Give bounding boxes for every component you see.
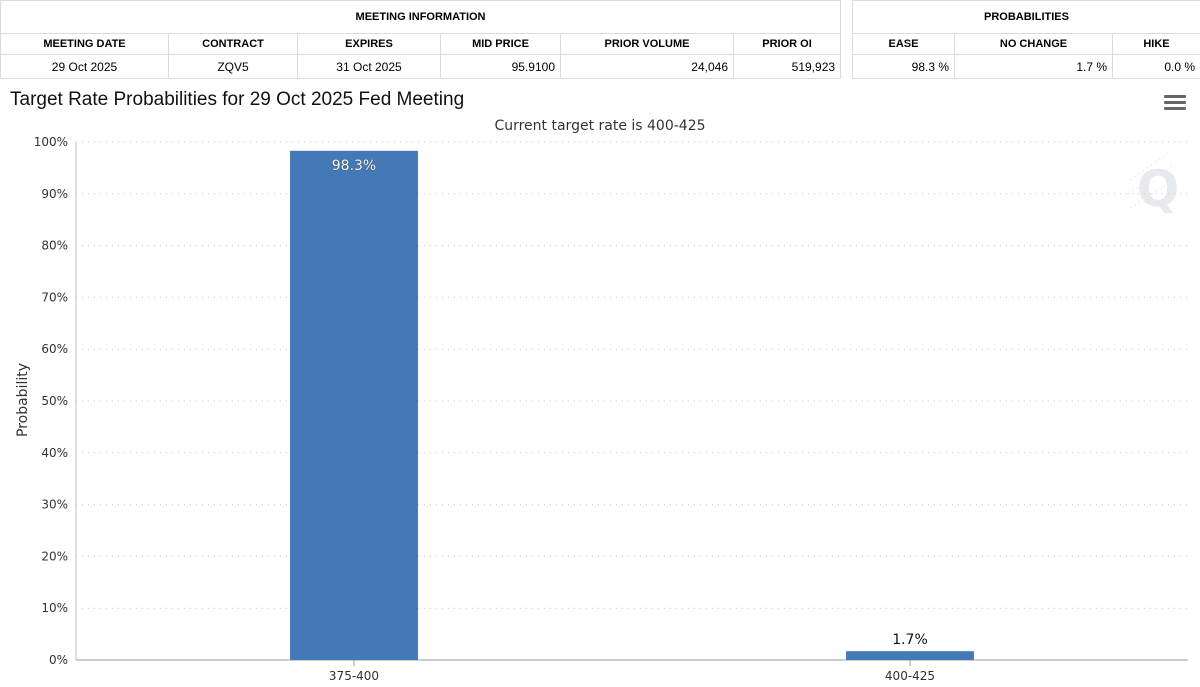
bar-375-400: [290, 150, 418, 660]
y-tick-label: 60%: [41, 342, 68, 356]
expires-column-header: EXPIRES: [297, 33, 441, 55]
menu-line: [1164, 95, 1186, 98]
target-rate-probability-chart: Current target rate is 400-425 Q 0% 10% 20…: [15, 118, 1188, 683]
svg-text:Q: Q: [1137, 160, 1180, 218]
y-tick-label: 20%: [41, 549, 68, 563]
mid-price-column-header: MID PRICE: [440, 33, 561, 55]
contract-column-header: CONTRACT: [168, 33, 298, 55]
probabilities-table: PROBABILITIES EASE NO CHANGE HIKE 98.3 %…: [852, 0, 1200, 79]
q-logo-icon: Q: [1127, 151, 1180, 218]
table-row: 29 Oct 2025 ZQV5 31 Oct 2025 95.9100 24,…: [0, 54, 842, 79]
meeting-information-header: MEETING INFORMATION: [0, 0, 842, 34]
menu-line: [1164, 101, 1186, 104]
y-tick-label: 10%: [41, 601, 68, 615]
chart-title: Target Rate Probabilities for 29 Oct 202…: [10, 89, 465, 110]
no-change-column-header: NO CHANGE: [954, 33, 1113, 55]
y-axis-label: Probability: [15, 363, 31, 437]
prior-oi-cell: 519,923: [732, 54, 842, 79]
chart-subtitle: Current target rate is 400-425: [494, 118, 705, 134]
ease-cell: 98.3 %: [852, 54, 955, 79]
y-tick-label: 50%: [41, 394, 68, 408]
ease-column-header: EASE: [852, 33, 955, 55]
hamburger-menu-icon[interactable]: [1162, 92, 1188, 114]
y-tick-label: 90%: [41, 187, 68, 201]
mid-price-cell: 95.9100: [440, 54, 561, 79]
data-label: 98.3%: [332, 158, 376, 174]
y-tick-label: 0%: [49, 653, 68, 667]
prior-oi-column-header: PRIOR OI: [732, 33, 842, 55]
bar-400-425: [846, 651, 974, 660]
menu-line: [1164, 107, 1186, 110]
y-tick-label: 80%: [41, 239, 68, 253]
meeting-date-column-header: MEETING DATE: [0, 33, 169, 55]
y-tick-label: 30%: [41, 498, 68, 512]
probabilities-header: PROBABILITIES: [852, 0, 1200, 34]
hike-column-header: HIKE: [1112, 33, 1200, 55]
y-tick-label: 40%: [41, 446, 68, 460]
prior-volume-cell: 24,046: [560, 54, 734, 79]
y-tick-label: 100%: [34, 135, 68, 149]
x-tick-label: 400-425: [885, 669, 935, 683]
data-label: 1.7%: [892, 632, 928, 648]
x-tick-label: 375-400: [329, 669, 379, 683]
no-change-cell: 1.7 %: [954, 54, 1113, 79]
prior-volume-column-header: PRIOR VOLUME: [560, 33, 734, 55]
hike-cell: 0.0 %: [1112, 54, 1200, 79]
expires-cell: 31 Oct 2025: [297, 54, 441, 79]
y-tick-label: 70%: [41, 290, 68, 304]
meeting-date-cell: 29 Oct 2025: [0, 54, 169, 79]
contract-cell: ZQV5: [168, 54, 298, 79]
table-row: 98.3 % 1.7 % 0.0 %: [852, 54, 1200, 79]
meeting-information-table: MEETING INFORMATION MEETING DATE CONTRAC…: [0, 0, 842, 79]
